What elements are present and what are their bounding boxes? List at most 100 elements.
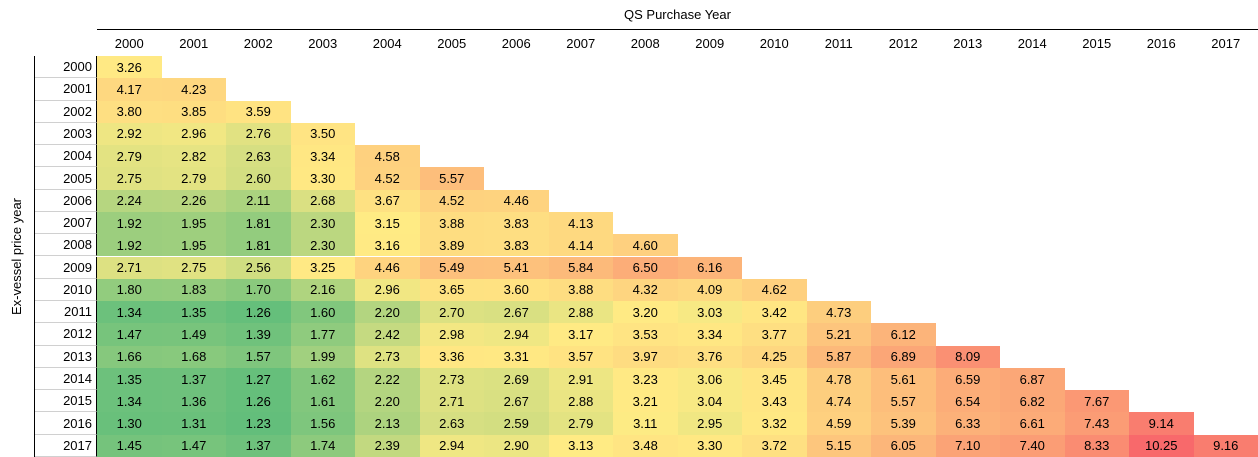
- heat-cell: 7.67: [1064, 390, 1129, 413]
- heat-cell: 10.25: [1129, 434, 1194, 457]
- heat-cell: 5.49: [419, 256, 484, 279]
- heat-cell: 4.46: [355, 256, 420, 279]
- heat-cell: 2.16: [290, 278, 355, 302]
- heat-cell: 2.11: [226, 189, 291, 212]
- heat-cell: 2.88: [548, 390, 613, 413]
- column-header: 2002: [243, 35, 273, 51]
- heat-cell: 6.50: [613, 256, 678, 279]
- column-header: 2005: [437, 35, 467, 51]
- heat-cell: 1.23: [226, 412, 291, 435]
- heat-cell: 3.45: [742, 367, 807, 391]
- heat-cell: 4.13: [548, 211, 613, 235]
- heat-cell: 1.36: [161, 390, 226, 413]
- heat-cell: 3.20: [613, 301, 678, 324]
- heat-cell: 3.88: [548, 278, 613, 302]
- heat-cell: 3.06: [677, 367, 742, 391]
- heat-cell: 4.58: [355, 145, 420, 168]
- heat-cell: 2.39: [355, 434, 420, 457]
- row-label: 2002: [35, 100, 97, 123]
- heat-cell: 9.14: [1129, 412, 1194, 435]
- row-label: 2005: [35, 167, 97, 190]
- heat-cell: 5.39: [871, 412, 936, 435]
- heat-cell: 1.77: [290, 323, 355, 346]
- heat-cell: 2.79: [548, 412, 613, 435]
- column-header: 2015: [1082, 35, 1112, 51]
- column-header: 2007: [566, 35, 596, 51]
- heat-cell: 4.25: [742, 345, 807, 368]
- heat-cell: 4.52: [419, 189, 484, 212]
- heat-cell: 1.95: [161, 211, 226, 235]
- column-header: 2014: [1017, 35, 1047, 51]
- heat-cell: 3.83: [484, 234, 549, 257]
- heat-cell: 3.25: [290, 256, 355, 279]
- heat-cell: 3.36: [419, 345, 484, 368]
- heat-cell: 3.88: [419, 211, 484, 235]
- heat-cell: 1.81: [226, 211, 291, 235]
- row-label: 2007: [35, 211, 97, 235]
- heat-cell: 6.87: [1000, 367, 1065, 391]
- heat-cell: 2.79: [97, 145, 162, 168]
- row-axis-title-box: Ex-vessel price year: [0, 56, 35, 457]
- heat-cell: 3.11: [613, 412, 678, 435]
- heat-cell: 1.34: [97, 301, 162, 324]
- heat-cell: 2.24: [97, 189, 162, 212]
- heat-cell: 1.62: [290, 367, 355, 391]
- heat-cell: 1.92: [97, 234, 162, 257]
- row-label: 2012: [35, 323, 97, 346]
- heat-cell: 2.94: [419, 434, 484, 457]
- heat-cell: 2.30: [290, 211, 355, 235]
- heat-cell: 2.60: [226, 167, 291, 190]
- heat-cell: 3.85: [161, 100, 226, 123]
- heat-cell: 7.40: [1000, 434, 1065, 457]
- heat-cell: 6.33: [935, 412, 1000, 435]
- heat-cell: 2.63: [419, 412, 484, 435]
- heat-cell: 3.26: [97, 56, 162, 79]
- heat-cell: 4.73: [806, 301, 871, 324]
- heat-cell: 1.47: [161, 434, 226, 457]
- heat-cell: 5.61: [871, 367, 936, 391]
- column-header: 2013: [953, 35, 983, 51]
- column-header: 2008: [630, 35, 660, 51]
- heat-cell: 3.17: [548, 323, 613, 346]
- heat-cell: 4.62: [742, 278, 807, 302]
- heat-cell: 3.31: [484, 345, 549, 368]
- row-label: 2016: [35, 412, 97, 435]
- heat-cell: 3.30: [290, 167, 355, 190]
- column-header: 2011: [824, 35, 853, 51]
- heat-cell: 4.52: [355, 167, 420, 190]
- heat-cell: 1.92: [97, 211, 162, 235]
- heat-cell: 2.75: [161, 256, 226, 279]
- row-label: 2014: [35, 367, 97, 391]
- heat-cell: 3.42: [742, 301, 807, 324]
- heat-cell: 3.77: [742, 323, 807, 346]
- heat-cell: 3.03: [677, 301, 742, 324]
- heat-cell: 1.99: [290, 345, 355, 368]
- heat-cell: 3.15: [355, 211, 420, 235]
- heat-cell: 1.39: [226, 323, 291, 346]
- heat-cell: 2.13: [355, 412, 420, 435]
- heat-cell: 4.14: [548, 234, 613, 257]
- heat-cell: 4.74: [806, 390, 871, 413]
- heat-cell: 3.59: [226, 100, 291, 123]
- column-header: 2000: [114, 35, 144, 51]
- heat-cell: 2.59: [484, 412, 549, 435]
- column-header: 2004: [372, 35, 402, 51]
- heat-cell: 3.60: [484, 278, 549, 302]
- column-header: 2001: [179, 35, 209, 51]
- row-label: 2010: [35, 278, 97, 302]
- heat-cell: 1.56: [290, 412, 355, 435]
- column-header: 2017: [1211, 35, 1241, 51]
- row-label: 2008: [35, 234, 97, 257]
- heat-cell: 2.73: [355, 345, 420, 368]
- heat-cell: 3.21: [613, 390, 678, 413]
- heat-cell: 2.73: [419, 367, 484, 391]
- heat-cell: 2.67: [484, 390, 549, 413]
- column-header: 2009: [695, 35, 725, 51]
- heat-cell: 2.96: [355, 278, 420, 302]
- heat-cell: 5.57: [419, 167, 484, 190]
- heat-cell: 2.56: [226, 256, 291, 279]
- heat-cell: 6.05: [871, 434, 936, 457]
- heat-cell: 4.23: [161, 78, 226, 101]
- heat-cell: 4.78: [806, 367, 871, 391]
- heat-cell: 4.59: [806, 412, 871, 435]
